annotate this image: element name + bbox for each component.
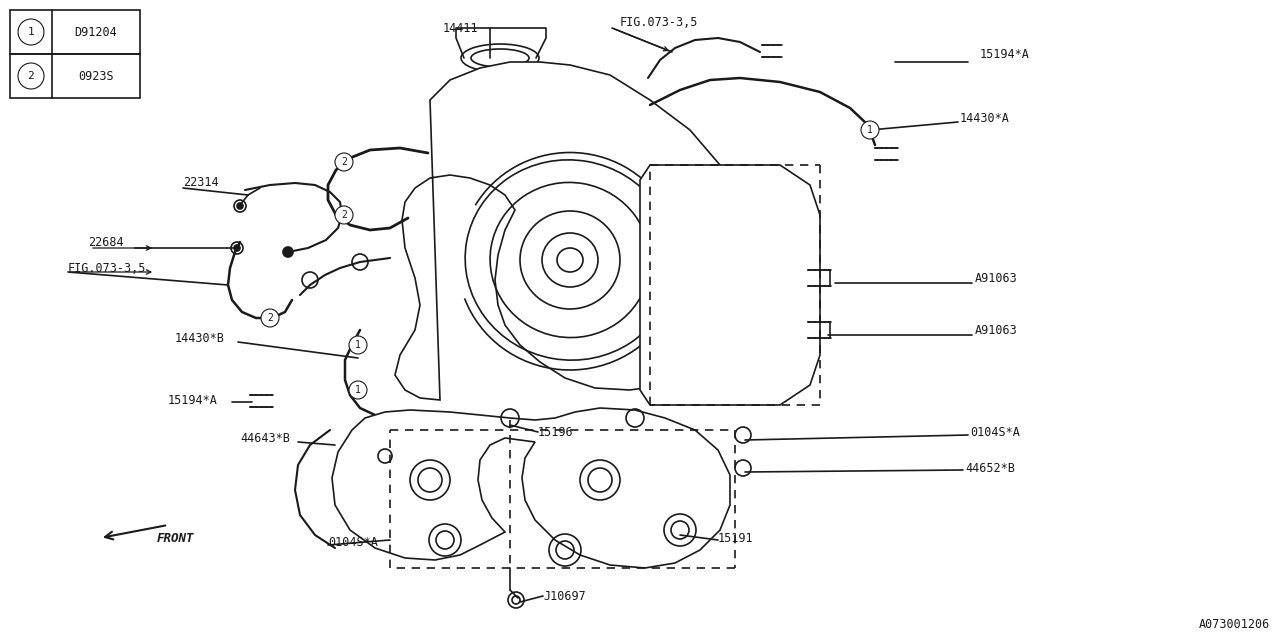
Polygon shape bbox=[332, 408, 730, 568]
Circle shape bbox=[861, 121, 879, 139]
Text: FRONT: FRONT bbox=[156, 531, 193, 545]
Text: 1: 1 bbox=[355, 340, 361, 350]
Circle shape bbox=[234, 245, 241, 251]
Text: 0104S*A: 0104S*A bbox=[970, 426, 1020, 438]
Circle shape bbox=[18, 63, 44, 89]
Text: 15191: 15191 bbox=[718, 531, 754, 545]
Bar bbox=[10, 54, 140, 98]
Polygon shape bbox=[396, 62, 745, 400]
Text: 0104S*A: 0104S*A bbox=[328, 536, 378, 550]
Text: A91063: A91063 bbox=[975, 271, 1018, 285]
Text: 2: 2 bbox=[340, 157, 347, 167]
Text: 14430*A: 14430*A bbox=[960, 111, 1010, 125]
Text: A91063: A91063 bbox=[975, 323, 1018, 337]
Bar bbox=[10, 10, 140, 54]
Text: 2: 2 bbox=[28, 71, 35, 81]
Circle shape bbox=[18, 19, 44, 45]
Text: 14430*B: 14430*B bbox=[175, 332, 225, 344]
Circle shape bbox=[349, 336, 367, 354]
Text: 1: 1 bbox=[867, 125, 873, 135]
Text: 0923S: 0923S bbox=[78, 70, 114, 83]
Circle shape bbox=[261, 309, 279, 327]
Text: 1: 1 bbox=[28, 27, 35, 37]
Text: 2: 2 bbox=[340, 210, 347, 220]
Circle shape bbox=[335, 153, 353, 171]
Text: 44652*B: 44652*B bbox=[965, 461, 1015, 474]
Circle shape bbox=[335, 206, 353, 224]
Text: A073001206: A073001206 bbox=[1199, 618, 1270, 632]
Circle shape bbox=[237, 203, 243, 209]
Text: 44643*B: 44643*B bbox=[241, 431, 289, 445]
Text: 2: 2 bbox=[268, 313, 273, 323]
Circle shape bbox=[349, 381, 367, 399]
Text: 14411: 14411 bbox=[442, 22, 477, 35]
Text: J10697: J10697 bbox=[543, 589, 586, 602]
Text: D91204: D91204 bbox=[74, 26, 118, 38]
Text: 15196: 15196 bbox=[538, 426, 573, 438]
Text: 15194*A: 15194*A bbox=[980, 49, 1030, 61]
Text: FIG.073-3,5: FIG.073-3,5 bbox=[620, 15, 699, 29]
Text: 22684: 22684 bbox=[88, 237, 124, 250]
Text: 1: 1 bbox=[355, 385, 361, 395]
Text: 22314: 22314 bbox=[183, 177, 219, 189]
Text: FIG.073-3,5: FIG.073-3,5 bbox=[68, 262, 146, 275]
Text: 15194*A: 15194*A bbox=[168, 394, 218, 406]
Circle shape bbox=[283, 247, 293, 257]
Polygon shape bbox=[640, 165, 820, 405]
